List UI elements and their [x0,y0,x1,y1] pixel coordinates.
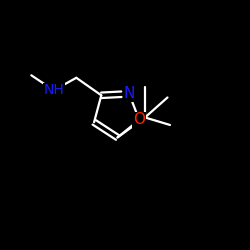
Text: NH: NH [44,83,64,97]
Text: O: O [133,112,145,128]
Text: N: N [124,86,135,101]
